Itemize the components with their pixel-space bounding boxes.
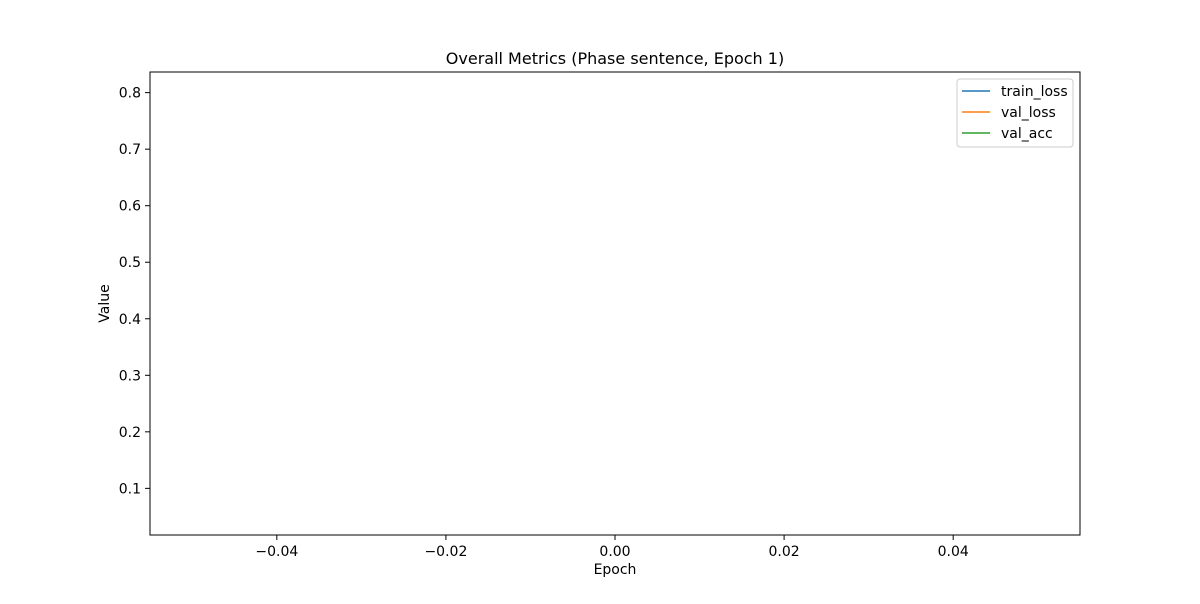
plot-area-frame — [149, 71, 1081, 536]
y-axis-label: Value — [97, 284, 113, 322]
y-tick-label: 0.3 — [119, 368, 141, 384]
y-axis-ticks: 0.1 0.2 0.3 0.4 0.5 0.6 0.7 0.8 — [119, 86, 150, 497]
x-tick-label: 0.04 — [938, 544, 969, 560]
y-tick-label: 0.2 — [119, 425, 141, 441]
chart-title: Overall Metrics (Phase sentence, Epoch 1… — [446, 49, 784, 68]
y-tick-label: 0.1 — [119, 481, 141, 497]
y-tick-label: 0.8 — [119, 86, 141, 102]
x-axis-ticks: −0.04 −0.02 0.00 0.02 0.04 — [255, 535, 969, 560]
x-tick-label: −0.04 — [255, 544, 298, 560]
x-tick-label: 0.00 — [599, 544, 630, 560]
y-tick-label: 0.5 — [119, 255, 141, 271]
legend-label-val_acc: val_acc — [1001, 126, 1053, 142]
y-tick-label: 0.7 — [119, 142, 141, 158]
x-axis-label: Epoch — [594, 562, 637, 578]
legend-label-val_loss: val_loss — [1001, 105, 1056, 121]
legend-box — [956, 78, 1074, 148]
y-tick-label: 0.4 — [119, 312, 141, 328]
legend-label-train_loss: train_loss — [1001, 84, 1068, 100]
y-tick-label: 0.6 — [119, 199, 141, 215]
legend-items: train_loss val_loss val_acc — [962, 84, 1068, 142]
x-tick-label: 0.02 — [769, 544, 800, 560]
x-tick-label: −0.02 — [424, 544, 467, 560]
legend: train_loss val_loss val_acc — [956, 78, 1074, 148]
